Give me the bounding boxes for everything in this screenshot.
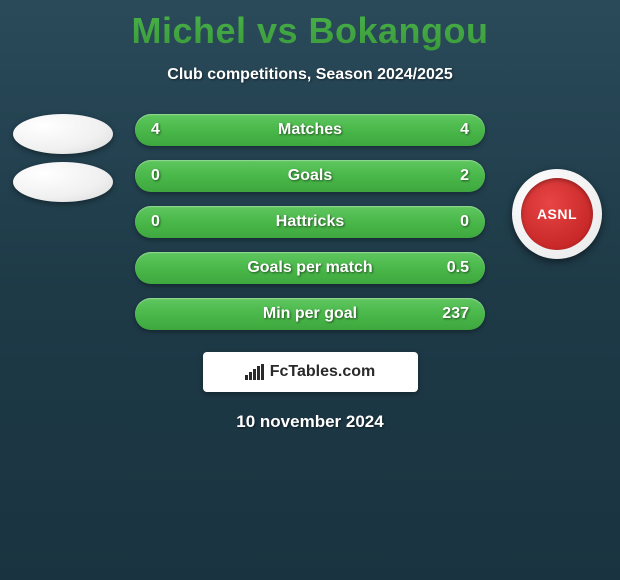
stat-label: Goals per match <box>247 259 372 277</box>
stat-label: Hattricks <box>276 213 344 231</box>
brand-text: FcTables.com <box>270 363 376 381</box>
stat-right-value: 0 <box>429 213 469 231</box>
stat-rows: 4 Matches 4 0 Goals 2 0 Hattricks 0 Goal… <box>135 114 485 330</box>
club-badge-inner: ASNL <box>521 178 593 250</box>
stat-label: Min per goal <box>263 305 357 323</box>
avatar-placeholder-icon <box>13 162 113 202</box>
stat-row: Goals per match 0.5 <box>135 252 485 284</box>
club-badge-text: ASNL <box>537 206 577 222</box>
stat-row: 4 Matches 4 <box>135 114 485 146</box>
left-player-avatars <box>8 114 118 202</box>
bar-chart-icon <box>245 364 264 380</box>
stat-left-value: 0 <box>151 167 191 185</box>
page-title: Michel vs Bokangou <box>0 0 620 52</box>
avatar-placeholder-icon <box>13 114 113 154</box>
subtitle: Club competitions, Season 2024/2025 <box>0 66 620 84</box>
stat-right-value: 237 <box>429 305 469 323</box>
stat-left-value: 0 <box>151 213 191 231</box>
stat-label: Matches <box>278 121 342 139</box>
brand-box[interactable]: FcTables.com <box>203 352 418 392</box>
stat-row: Min per goal 237 <box>135 298 485 330</box>
stat-label: Goals <box>288 167 332 185</box>
stat-right-value: 0.5 <box>429 259 469 277</box>
stat-right-value: 2 <box>429 167 469 185</box>
date-text: 10 november 2024 <box>0 412 620 432</box>
stat-left-value: 4 <box>151 121 191 139</box>
stat-row: 0 Goals 2 <box>135 160 485 192</box>
stat-right-value: 4 <box>429 121 469 139</box>
stats-area: ASNL 4 Matches 4 0 Goals 2 0 Hattricks 0… <box>0 114 620 330</box>
club-badge-icon: ASNL <box>512 169 602 259</box>
stat-row: 0 Hattricks 0 <box>135 206 485 238</box>
right-player-badge: ASNL <box>502 169 612 259</box>
